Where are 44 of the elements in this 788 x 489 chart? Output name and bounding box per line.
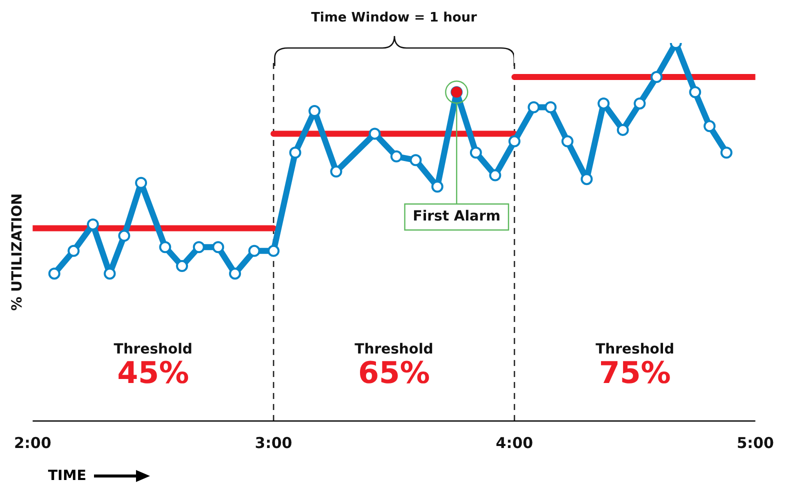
point — [561, 135, 574, 148]
point — [159, 241, 172, 254]
point — [330, 166, 342, 178]
point — [489, 169, 502, 182]
point — [289, 146, 302, 159]
point — [470, 146, 482, 159]
x-axis-title: TIME — [48, 468, 86, 484]
annotation: 65% — [358, 356, 430, 391]
point — [431, 180, 444, 193]
point — [704, 120, 716, 132]
point — [229, 268, 242, 280]
point — [528, 101, 540, 114]
annotation: First Alarm — [412, 208, 501, 225]
point — [368, 128, 381, 140]
annotation: Threshold — [354, 342, 434, 358]
point — [118, 230, 130, 242]
point — [176, 260, 188, 272]
x-tick-label: 4:00 — [496, 434, 534, 452]
x-tick-label: 3:00 — [254, 434, 292, 452]
point — [580, 173, 593, 186]
annotation: 45% — [117, 356, 190, 391]
point — [192, 241, 205, 254]
x-tick-label: 5:00 — [736, 434, 774, 452]
point — [68, 244, 80, 257]
point — [48, 268, 60, 280]
point — [268, 244, 280, 257]
point — [248, 244, 260, 257]
point — [650, 71, 663, 84]
point — [598, 97, 610, 110]
point — [689, 86, 702, 98]
annotation: Threshold — [114, 342, 192, 358]
y-axis-title: % UTILIZATION — [10, 193, 26, 311]
point — [616, 124, 629, 136]
point — [634, 97, 646, 110]
point — [508, 135, 520, 148]
text: Time Window = 1 hour — [311, 10, 478, 26]
point — [212, 241, 224, 254]
point — [544, 101, 557, 114]
x-tick-label: 2:00 — [14, 434, 52, 452]
annotation: 75% — [598, 356, 671, 391]
point — [720, 146, 732, 159]
point — [390, 150, 402, 162]
annotation: Threshold — [596, 342, 674, 358]
point — [410, 154, 422, 166]
